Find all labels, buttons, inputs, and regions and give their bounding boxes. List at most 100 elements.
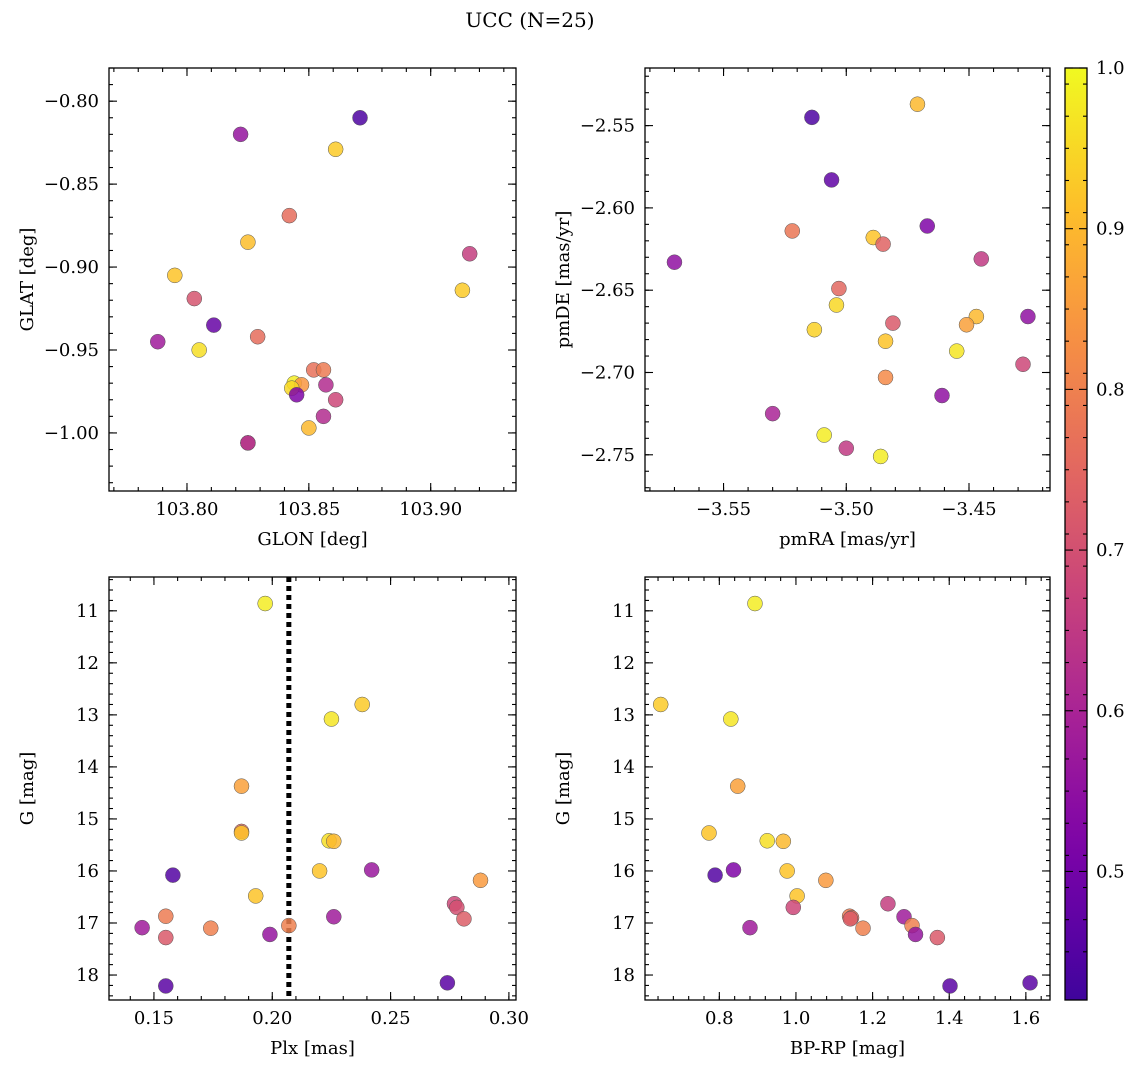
data-point <box>885 315 901 331</box>
data-point <box>149 333 166 350</box>
y-tick-label: −1.00 <box>44 423 99 444</box>
colorbar-tick-label: 1.0 <box>1096 58 1125 79</box>
data-point <box>948 343 965 359</box>
y-tick-label: 13 <box>612 705 635 726</box>
data-point <box>1022 975 1038 991</box>
data-point <box>240 234 256 250</box>
data-point <box>958 317 975 333</box>
data-point <box>907 926 924 943</box>
data-point <box>784 223 801 239</box>
data-point <box>301 420 317 436</box>
data-point <box>288 387 305 403</box>
data-point <box>818 872 834 889</box>
x-axis-label: Plx [mas] <box>270 1038 355 1059</box>
y-tick-label: 13 <box>76 705 99 726</box>
data-point <box>326 833 342 850</box>
y-tick-label: −2.55 <box>580 116 635 137</box>
data-point <box>167 267 183 284</box>
data-point <box>666 254 683 270</box>
panel-bprp-g: 0.8 1.0 1.2 1.4 1.6 11 12 13 14 15 16 17 18 BP-RP [ma… <box>553 576 1051 1059</box>
data-point <box>1020 308 1036 325</box>
data-point <box>973 251 990 267</box>
data-point <box>877 333 894 349</box>
x-tick-label: 103.85 <box>277 499 340 520</box>
data-point <box>806 321 823 338</box>
y-tick-label: −0.95 <box>44 340 99 361</box>
data-point <box>701 825 717 841</box>
data-point <box>281 917 297 934</box>
y-tick-label: 15 <box>612 809 635 830</box>
y-tick-label: −2.75 <box>580 445 635 466</box>
colorbar-tick-label: 0.9 <box>1096 219 1125 240</box>
data-point <box>842 911 859 927</box>
data-point <box>838 440 855 456</box>
data-point <box>877 369 894 386</box>
data-point <box>186 290 203 307</box>
y-tick-label: −0.90 <box>44 257 99 278</box>
colorbar-tick-label: 0.8 <box>1096 379 1125 400</box>
data-point <box>439 975 456 991</box>
data-point <box>747 595 763 612</box>
data-point <box>919 218 936 234</box>
data-point <box>311 863 328 879</box>
data-point <box>929 929 946 946</box>
data-point <box>804 109 820 126</box>
y-tick-label: 14 <box>76 757 99 778</box>
scatter-panels: 103.80 103.85 103.90 −0.80 −0.85 −0.90 −0.95 −1… <box>17 67 1051 1059</box>
y-axis-label: GLAT [deg] <box>17 228 38 332</box>
data-point <box>934 387 950 404</box>
data-point <box>354 696 370 713</box>
x-tick-label: 1.0 <box>782 1008 811 1029</box>
data-point <box>729 778 746 794</box>
data-point <box>472 872 489 889</box>
data-point <box>158 978 174 994</box>
y-axis-label: G [mag] <box>553 752 574 825</box>
data-point <box>191 342 207 358</box>
data-point <box>785 899 802 916</box>
y-tick-label: −2.70 <box>580 362 635 383</box>
y-axis-label: G [mag] <box>17 752 38 825</box>
y-tick-label: −0.80 <box>44 91 99 112</box>
data-point <box>327 141 344 158</box>
data-point <box>233 825 250 841</box>
colorbar-tick-label: 0.6 <box>1096 701 1125 722</box>
x-tick-label: −3.45 <box>941 499 996 520</box>
data-point <box>247 888 264 904</box>
x-tick-label: 0.15 <box>134 1008 174 1029</box>
y-tick-label: 12 <box>612 653 635 674</box>
axes-frame <box>108 67 517 492</box>
x-tick-label: −3.55 <box>696 499 751 520</box>
colorbar-frame <box>1064 67 1088 1001</box>
data-point <box>281 207 298 224</box>
data-point <box>707 867 723 883</box>
data-point <box>942 978 958 994</box>
colorbar-tick-label: 0.5 <box>1096 861 1125 882</box>
y-tick-label: −0.85 <box>44 174 99 195</box>
y-tick-label: −2.65 <box>580 280 635 301</box>
data-point <box>454 282 471 299</box>
data-point <box>257 595 273 612</box>
data-point <box>779 863 795 879</box>
data-point <box>723 711 739 727</box>
data-point <box>449 899 465 916</box>
colorbar: 0.5 0.6 0.7 0.8 0.9 1.0 <box>1064 58 1125 1001</box>
data-point <box>742 919 758 936</box>
axes-frame <box>644 67 1051 492</box>
data-point <box>352 110 368 126</box>
data-point <box>327 392 344 408</box>
x-axis-label: BP-RP [mag] <box>790 1038 905 1059</box>
data-point <box>872 448 889 465</box>
x-tick-label: 0.20 <box>252 1008 292 1029</box>
y-tick-label: 16 <box>76 861 99 882</box>
y-tick-label: 18 <box>612 965 635 986</box>
data-point <box>880 895 896 912</box>
figure-title: UCC (N=25) <box>465 8 594 32</box>
data-point <box>203 920 219 936</box>
data-point <box>323 711 340 727</box>
data-point <box>816 427 832 443</box>
y-tick-label: 15 <box>76 809 99 830</box>
data-point <box>363 862 380 878</box>
panel-glon-glat: 103.80 103.85 103.90 −0.80 −0.85 −0.90 −0.95 −1… <box>17 67 517 550</box>
data-point <box>764 405 781 422</box>
